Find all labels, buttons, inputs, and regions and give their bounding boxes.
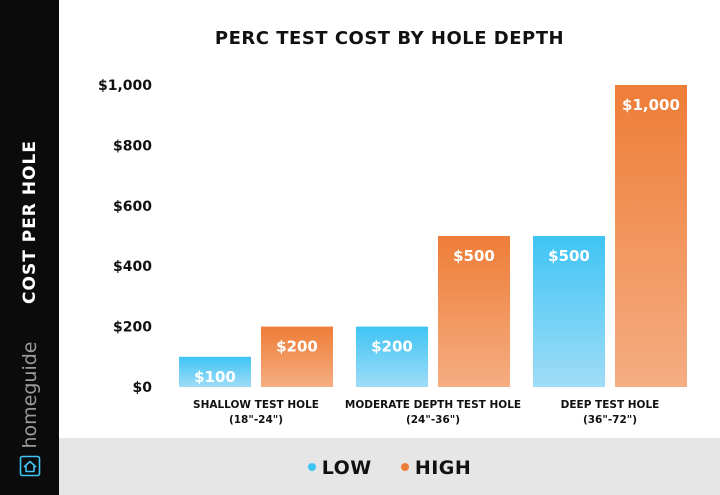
y-axis-label: COST PER HOLE [20, 140, 40, 304]
bar-value-label: $500 [548, 247, 590, 265]
bar-low [179, 356, 251, 387]
legend-item-high: HIGH [400, 457, 472, 479]
x-tick-label: MODERATE DEPTH TEST HOLE [345, 399, 521, 411]
house-icon [19, 455, 41, 477]
x-axis-categories: SHALLOW TEST HOLE (18"-24") MODERATE DEPTH… [193, 399, 659, 426]
bar-chart: $0 $200 $400 $600 $800 $1,000 $100 $200 $200 $50… [98, 78, 687, 426]
bar-value-label: $1,000 [622, 96, 680, 114]
legend-swatch-low [307, 462, 316, 471]
bars [179, 85, 687, 387]
y-tick-label: $1,000 [98, 78, 152, 94]
legend-item-low: LOW [307, 457, 372, 479]
x-tick-label: (18"-24") [229, 414, 283, 426]
y-tick-label: $600 [113, 199, 152, 215]
legend-swatch-high [400, 462, 409, 471]
bar-value-label: $500 [453, 247, 495, 265]
sidebar: COST PER HOLE homeguide [0, 0, 59, 495]
x-tick-label: (36"-72") [583, 414, 637, 426]
bar-value-label: $100 [194, 368, 236, 386]
y-tick-label: $800 [113, 138, 152, 154]
bar-value-label: $200 [371, 338, 413, 356]
x-tick-label: DEEP TEST HOLE [561, 399, 660, 411]
y-tick-label: $200 [113, 320, 152, 336]
bar-low [533, 236, 605, 387]
bar-value-label: $200 [276, 338, 318, 356]
bar-low [356, 326, 428, 387]
legend-label-high: HIGH [414, 457, 472, 479]
bar-high [438, 236, 510, 387]
legend-label-low: LOW [321, 457, 372, 479]
y-tick-label: $0 [133, 380, 153, 396]
bar-high [261, 326, 333, 387]
y-tick-label: $400 [113, 259, 152, 275]
legend: LOW HIGH [59, 438, 720, 495]
x-tick-label: SHALLOW TEST HOLE [193, 399, 319, 411]
chart-title: PERC TEST COST BY HOLE DEPTH [214, 28, 565, 49]
bar-value-labels: $100 $200 $200 $500 $500 $1,000 [194, 96, 680, 386]
y-axis-ticks: $0 $200 $400 $600 $800 $1,000 [98, 78, 152, 396]
x-tick-label: (24"-36") [406, 414, 460, 426]
bar-high [615, 85, 687, 387]
brand-logo-text: homeguide [19, 341, 41, 449]
